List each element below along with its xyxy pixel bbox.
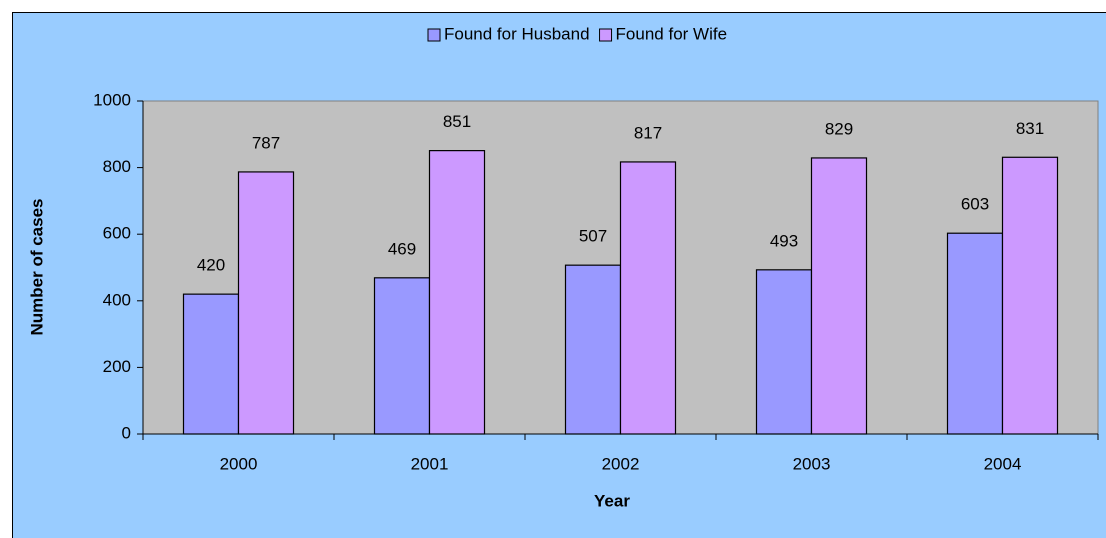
- bar: [810, 157, 868, 435]
- bar: [182, 293, 240, 435]
- bar: [373, 277, 431, 435]
- bar: [564, 264, 622, 435]
- data-label: 829: [825, 119, 853, 138]
- bar: [755, 269, 813, 435]
- y-tick-label: 600: [103, 224, 131, 243]
- y-tick-label: 0: [122, 423, 131, 442]
- data-label: 493: [770, 231, 798, 250]
- data-label: 469: [388, 239, 416, 258]
- y-axis-label: Number of cases: [27, 199, 46, 336]
- data-label: 851: [443, 112, 471, 131]
- bar: [946, 232, 1004, 435]
- y-tick-label: 800: [103, 157, 131, 176]
- data-label: 817: [634, 123, 662, 142]
- x-axis-label: Year: [594, 491, 630, 510]
- data-label: 420: [197, 256, 225, 275]
- y-tick-label: 400: [103, 290, 131, 309]
- x-tick-label: 2004: [984, 454, 1022, 473]
- y-tick-label: 200: [103, 357, 131, 376]
- legend-swatch: [599, 28, 613, 42]
- bar: [619, 161, 677, 435]
- bar: [237, 171, 295, 435]
- x-tick-label: 2001: [411, 454, 449, 473]
- x-tick-label: 2003: [793, 454, 831, 473]
- data-label: 787: [252, 133, 280, 152]
- x-tick-label: 2002: [602, 454, 640, 473]
- data-label: 507: [579, 227, 607, 246]
- data-label: 603: [961, 195, 989, 214]
- x-tick-label: 2000: [220, 454, 258, 473]
- data-label: 831: [1016, 119, 1044, 138]
- legend-label: Found for Husband: [444, 24, 590, 43]
- legend-swatch: [427, 28, 441, 42]
- bar: [1001, 156, 1059, 435]
- bar: [428, 150, 486, 435]
- y-tick-label: 1000: [93, 90, 131, 109]
- legend-label: Found for Wife: [616, 24, 728, 43]
